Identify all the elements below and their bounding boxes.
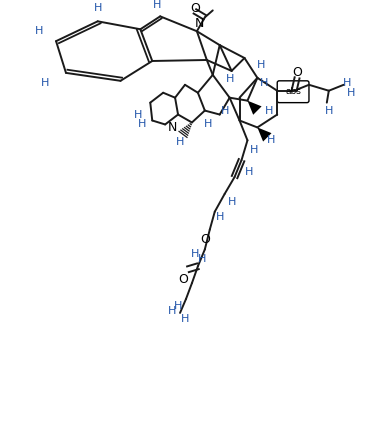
Text: H: H bbox=[176, 137, 184, 147]
Text: H: H bbox=[198, 254, 206, 264]
FancyBboxPatch shape bbox=[277, 81, 309, 103]
Text: H: H bbox=[181, 314, 189, 324]
Text: H: H bbox=[265, 106, 273, 116]
Text: H: H bbox=[134, 110, 142, 119]
Text: N: N bbox=[195, 17, 204, 30]
Text: O: O bbox=[190, 2, 200, 15]
Text: H: H bbox=[191, 249, 199, 260]
Text: H: H bbox=[41, 78, 49, 88]
Text: H: H bbox=[221, 106, 229, 116]
Text: H: H bbox=[267, 135, 276, 145]
Text: abs: abs bbox=[285, 87, 301, 96]
Text: H: H bbox=[94, 3, 102, 14]
Text: O: O bbox=[200, 233, 210, 246]
Text: H: H bbox=[204, 119, 212, 130]
Text: H: H bbox=[174, 301, 182, 311]
Polygon shape bbox=[257, 127, 272, 141]
Text: N: N bbox=[167, 121, 177, 134]
Text: H: H bbox=[138, 119, 146, 130]
Text: H: H bbox=[168, 306, 176, 316]
Text: H: H bbox=[225, 74, 234, 84]
Text: H: H bbox=[260, 78, 269, 88]
Text: H: H bbox=[324, 106, 333, 116]
Text: H: H bbox=[215, 212, 224, 222]
Text: H: H bbox=[228, 197, 236, 207]
Text: H: H bbox=[245, 167, 254, 177]
Text: H: H bbox=[153, 0, 161, 11]
Polygon shape bbox=[247, 101, 262, 115]
Text: O: O bbox=[178, 273, 188, 286]
Text: O: O bbox=[292, 66, 302, 79]
Text: H: H bbox=[342, 78, 351, 88]
Text: H: H bbox=[346, 88, 355, 98]
Text: H: H bbox=[257, 60, 266, 70]
Text: H: H bbox=[250, 145, 259, 155]
Text: H: H bbox=[35, 26, 43, 36]
